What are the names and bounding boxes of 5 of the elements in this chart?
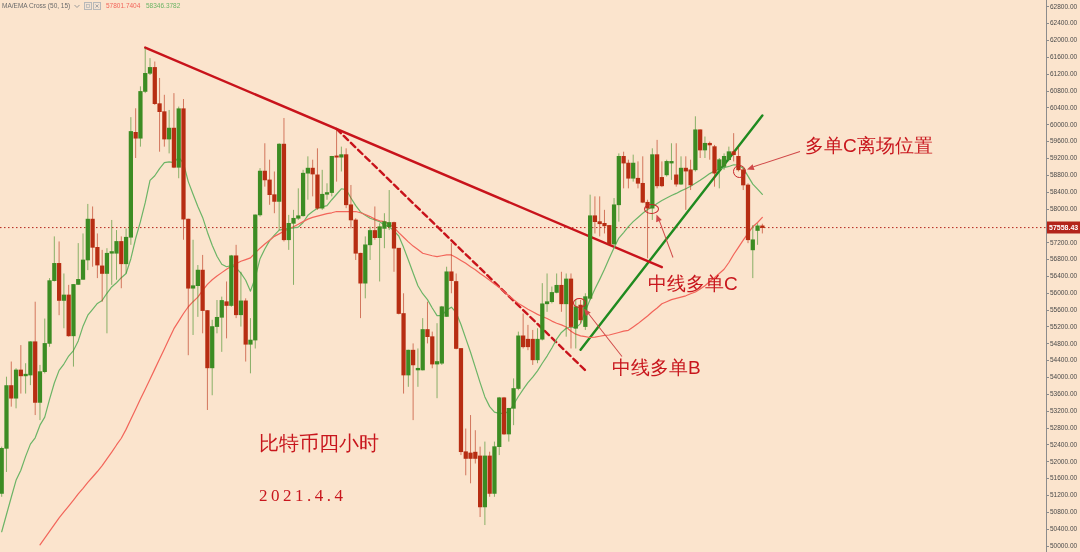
text: 多单C离场位置 xyxy=(805,134,933,156)
annotation: 2021.4.4 xyxy=(259,485,347,505)
annotation: 中线多单C xyxy=(648,272,738,294)
annotation: 中线多单B xyxy=(612,356,701,378)
annotation: 比特币四小时 xyxy=(259,432,379,454)
